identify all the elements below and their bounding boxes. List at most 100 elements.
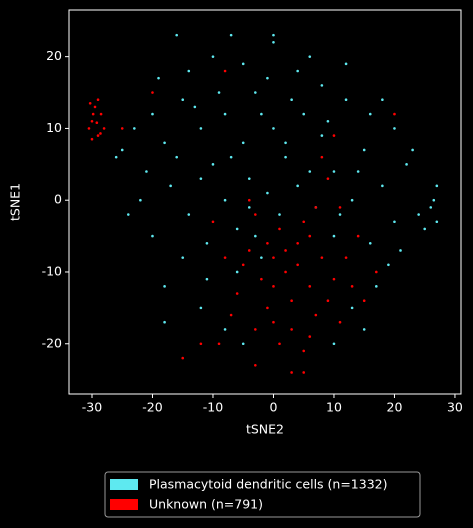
point: [151, 91, 154, 94]
point: [362, 148, 366, 152]
point: [272, 320, 275, 324]
point: [205, 241, 209, 245]
point: [133, 127, 136, 130]
point: [326, 119, 330, 123]
point: [320, 155, 324, 159]
point: [296, 263, 299, 267]
point: [344, 98, 348, 102]
point: [296, 241, 299, 245]
point: [139, 198, 142, 202]
point: [290, 299, 293, 302]
point: [272, 256, 275, 259]
point: [241, 141, 245, 145]
y-tick-label: -10: [42, 263, 62, 278]
point: [290, 371, 293, 374]
point: [254, 91, 257, 94]
point: [199, 177, 203, 180]
point: [175, 33, 178, 37]
point: [211, 55, 215, 58]
point: [296, 184, 299, 188]
point: [163, 320, 166, 324]
point: [308, 285, 312, 288]
point: [90, 137, 94, 141]
point: [241, 62, 245, 66]
point: [302, 371, 306, 374]
y-tick-label: 10: [46, 120, 62, 135]
point: [423, 227, 427, 231]
point: [254, 213, 257, 216]
point: [181, 356, 185, 360]
point: [266, 306, 269, 310]
point: [278, 213, 281, 216]
y-tick-label: -20: [42, 335, 62, 350]
point: [157, 76, 160, 80]
point: [326, 177, 330, 180]
point: [272, 285, 275, 288]
point: [229, 155, 233, 159]
point: [284, 270, 287, 274]
x-tick-label: 30: [447, 400, 463, 415]
legend-swatch: [110, 499, 138, 510]
point: [241, 342, 245, 346]
y-axis-label: tSNE1: [8, 183, 23, 221]
point: [99, 112, 103, 116]
point: [87, 127, 91, 130]
point: [320, 134, 324, 137]
point: [266, 241, 269, 245]
point: [308, 170, 312, 173]
x-axis-label: tSNE2: [246, 422, 284, 437]
point: [120, 127, 124, 130]
point: [296, 69, 299, 73]
point: [344, 256, 348, 259]
point: [199, 342, 203, 346]
point: [223, 69, 227, 73]
point: [266, 76, 269, 80]
point: [187, 69, 191, 73]
point: [350, 285, 354, 288]
y-tick-label: 0: [54, 192, 62, 207]
point: [247, 249, 251, 252]
point: [96, 98, 100, 102]
point: [235, 270, 239, 274]
x-tick-label: -20: [142, 400, 162, 415]
point: [332, 342, 336, 346]
point: [102, 127, 106, 130]
point: [290, 328, 293, 331]
point: [223, 328, 227, 331]
point: [193, 105, 197, 109]
point: [211, 220, 215, 224]
point: [320, 256, 324, 259]
point: [223, 198, 227, 202]
point: [332, 277, 336, 281]
point: [217, 342, 221, 346]
point: [211, 163, 215, 166]
point: [393, 220, 396, 224]
point: [95, 121, 99, 124]
point: [223, 256, 227, 259]
point: [175, 155, 178, 159]
point: [368, 112, 372, 116]
point: [266, 191, 269, 195]
point: [308, 335, 312, 338]
point: [429, 206, 433, 209]
y-tick-label: 20: [46, 48, 62, 63]
point: [332, 170, 336, 173]
point: [126, 213, 130, 216]
point: [151, 234, 154, 238]
point: [205, 277, 209, 281]
legend-swatch: [110, 479, 138, 490]
legend-box: [104, 471, 421, 518]
point: [254, 234, 257, 238]
point: [199, 306, 203, 310]
point: [278, 342, 281, 346]
point: [247, 206, 251, 209]
point: [151, 112, 154, 116]
point: [387, 263, 390, 267]
x-tick-label: 10: [326, 400, 342, 415]
legend-label: Plasmacytoid dendritic cells (n=1332): [149, 477, 388, 492]
x-tick-label: 20: [387, 400, 403, 415]
point: [272, 40, 275, 44]
x-tick-label: -10: [203, 400, 223, 415]
point: [229, 313, 233, 317]
